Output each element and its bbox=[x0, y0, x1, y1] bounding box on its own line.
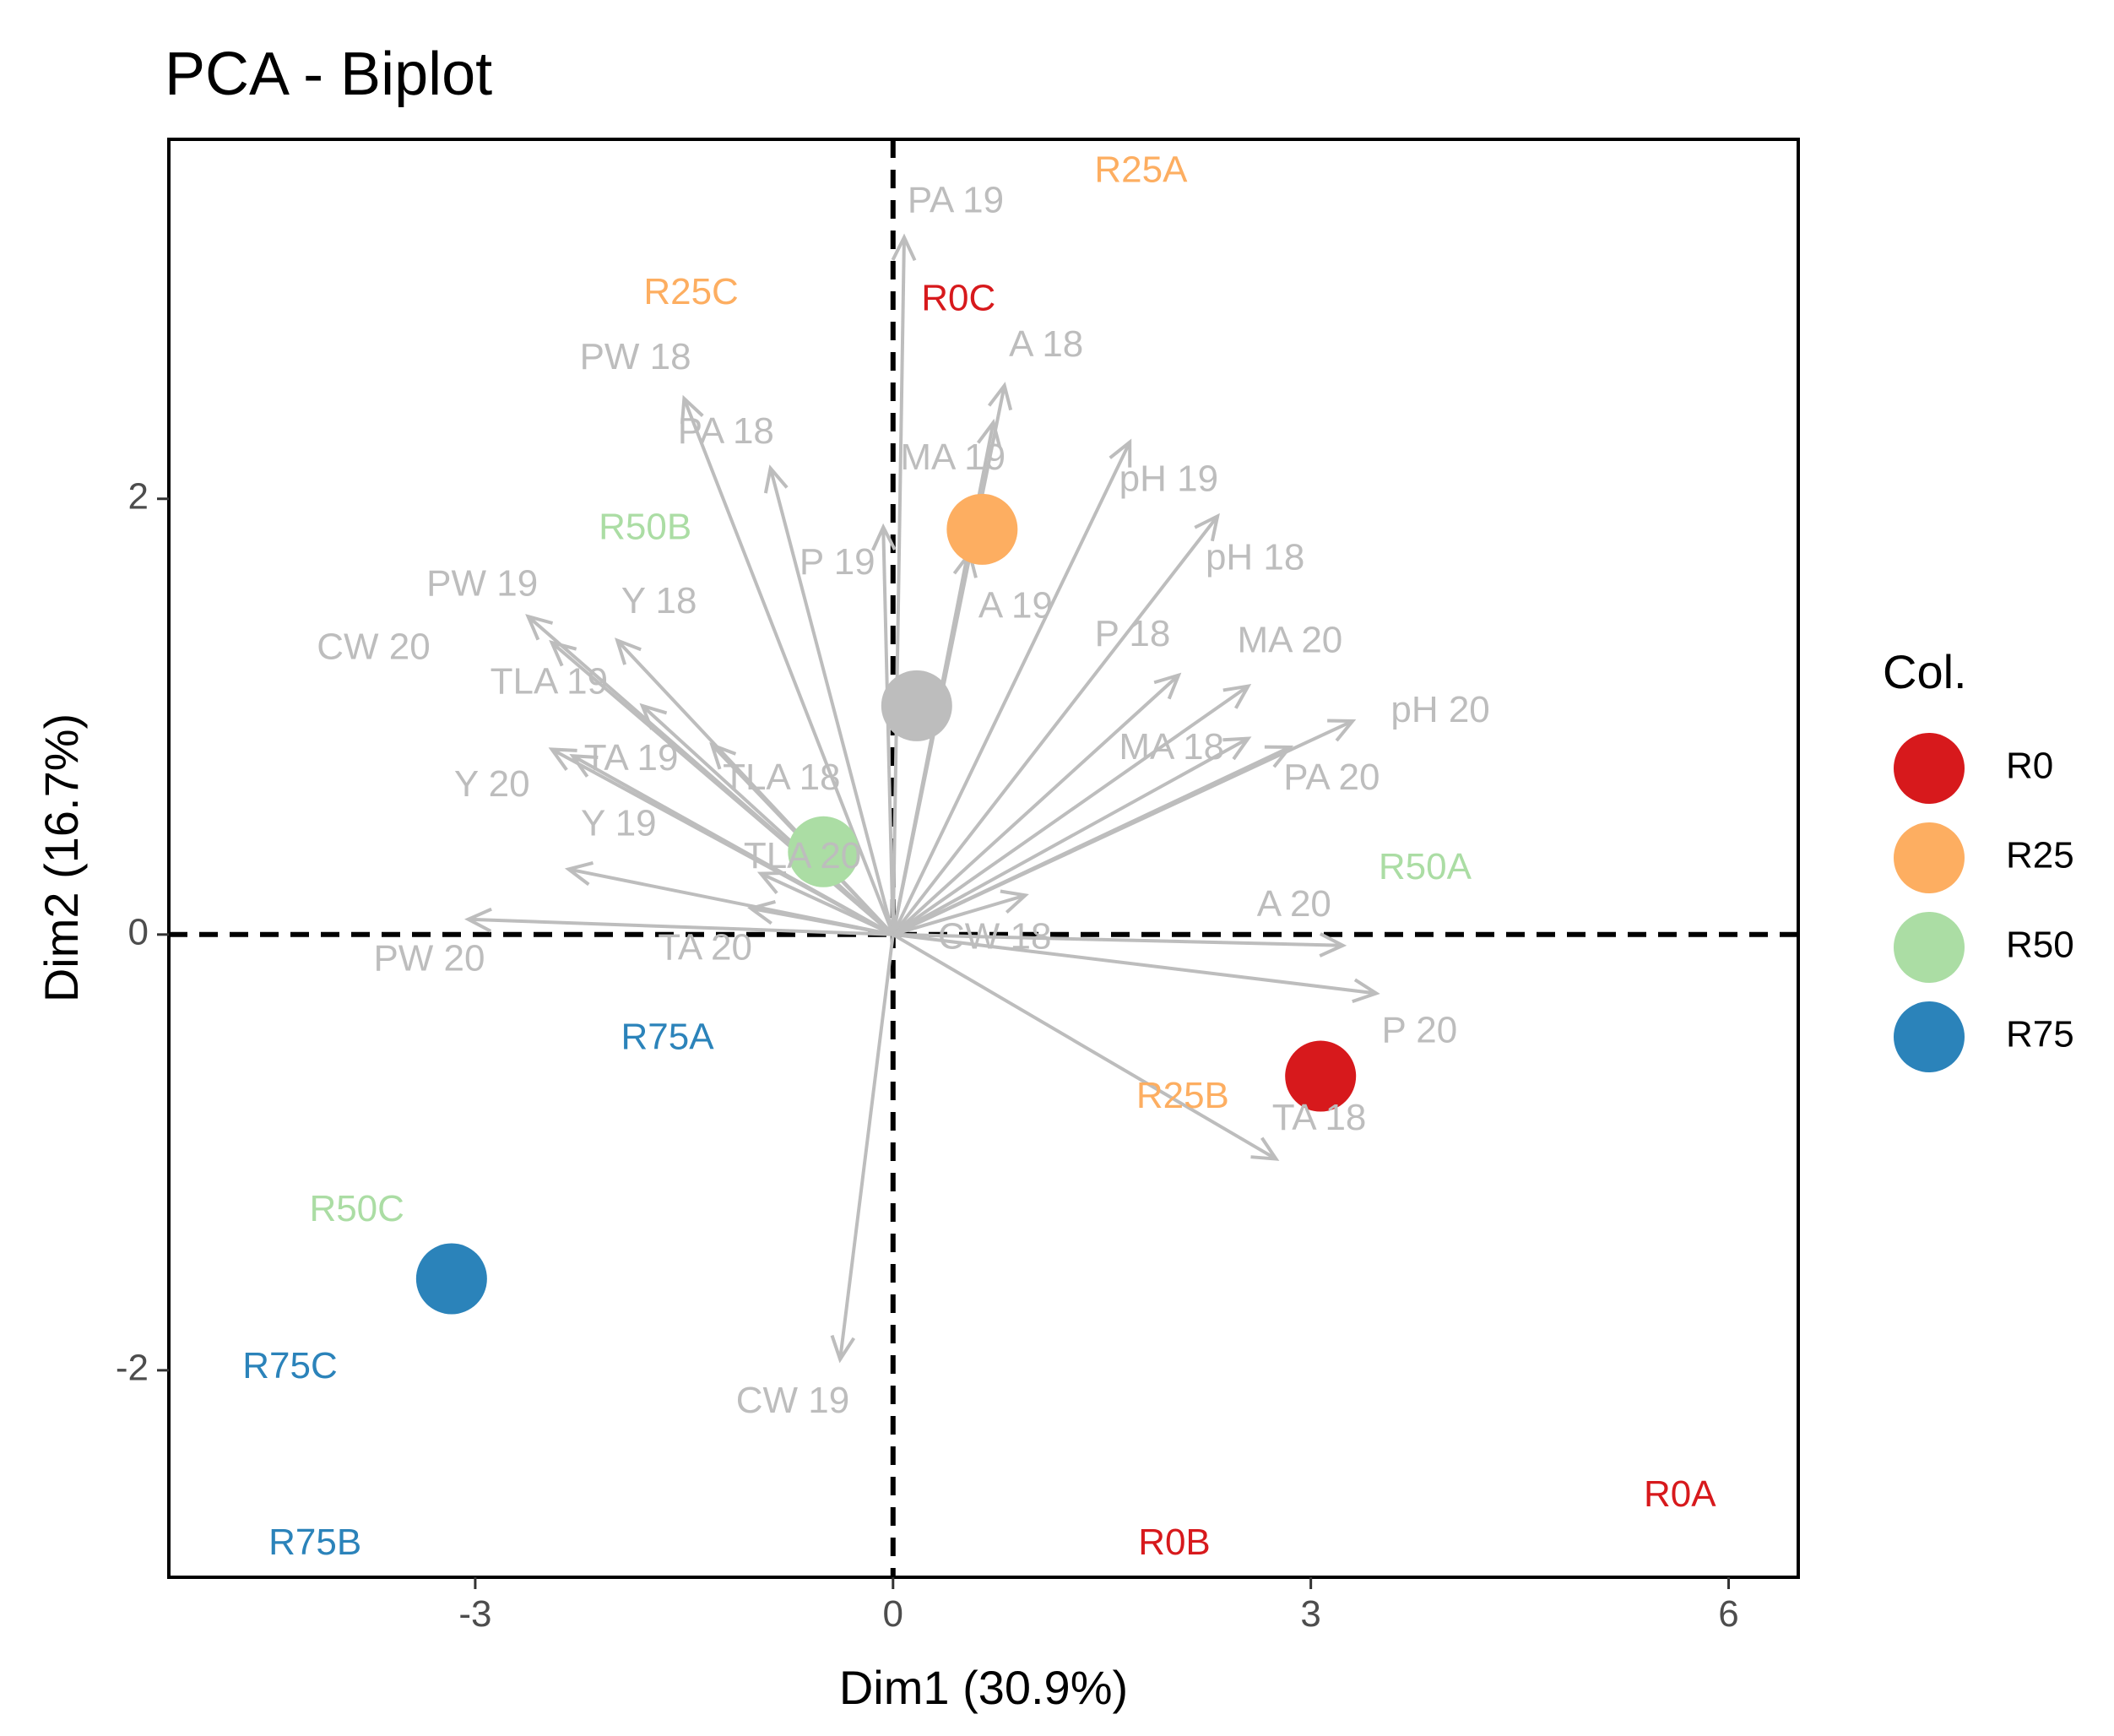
x-tick-label: 3 bbox=[1300, 1593, 1320, 1635]
variable-arrow bbox=[891, 549, 978, 936]
variable-arrow bbox=[763, 464, 895, 936]
variable-label: P 20 bbox=[1381, 1010, 1457, 1051]
variable-label: TA 18 bbox=[1272, 1097, 1367, 1138]
variable-label: TA 19 bbox=[584, 737, 679, 778]
x-tick-label: -3 bbox=[458, 1593, 491, 1635]
variable-label: PA 18 bbox=[678, 410, 774, 452]
variable-arrow bbox=[892, 932, 1347, 958]
variable-arrow bbox=[892, 736, 1252, 936]
centroid-point-origin bbox=[881, 670, 952, 741]
individual-label: R75A bbox=[621, 1016, 715, 1057]
variable-arrow bbox=[549, 640, 895, 936]
variable-label: CW 19 bbox=[736, 1380, 849, 1421]
y-tick-label: 2 bbox=[128, 475, 149, 517]
variable-arrow bbox=[892, 932, 1380, 1004]
variable-arrow bbox=[639, 703, 895, 936]
variable-arrow bbox=[892, 745, 1294, 936]
variable-arrow bbox=[746, 899, 894, 936]
variable-label: TLA 18 bbox=[723, 757, 840, 798]
individual-label: R25A bbox=[1094, 149, 1188, 190]
individual-label: R25C bbox=[643, 271, 739, 312]
variable-label: pH 20 bbox=[1390, 689, 1489, 730]
variable-label: A 20 bbox=[1257, 883, 1331, 925]
variable-arrow bbox=[871, 523, 897, 935]
variable-label: PW 19 bbox=[426, 563, 538, 605]
variable-label: TLA 20 bbox=[744, 835, 861, 876]
legend-swatch bbox=[1894, 912, 1965, 983]
x-axis: -3 0 3 6 bbox=[458, 1577, 1739, 1635]
individual-label: R75B bbox=[268, 1522, 361, 1563]
legend-item-r75: R75 bbox=[1894, 1001, 2074, 1072]
variable-arrow bbox=[891, 438, 1132, 936]
individual-label: R50B bbox=[599, 506, 691, 547]
variable-label: pH 19 bbox=[1119, 458, 1218, 500]
x-axis-title: Dim1 (30.9%) bbox=[839, 1661, 1128, 1714]
variable-label: CW 20 bbox=[317, 626, 430, 667]
variable-label: PW 18 bbox=[580, 336, 691, 377]
individual-label: R50C bbox=[309, 1188, 404, 1229]
variable-label: MA 18 bbox=[1119, 726, 1224, 768]
variable-label: A 19 bbox=[978, 584, 1053, 626]
centroid-point-r75 bbox=[415, 1243, 487, 1315]
variable-arrow bbox=[892, 672, 1182, 936]
individual-label: R0B bbox=[1138, 1522, 1211, 1563]
x-tick-label: 6 bbox=[1718, 1593, 1738, 1635]
variable-arrow bbox=[830, 934, 895, 1364]
variable-label: P 18 bbox=[1095, 613, 1171, 654]
individual-label: R0A bbox=[1644, 1473, 1716, 1515]
variable-label: MA 20 bbox=[1238, 620, 1343, 661]
legend-swatch bbox=[1894, 733, 1965, 804]
variable-label: MA 19 bbox=[900, 437, 1006, 478]
variable-arrow bbox=[569, 753, 894, 936]
variable-label: P 19 bbox=[800, 541, 875, 583]
legend-title: Col. bbox=[1883, 645, 1967, 698]
variable-arrow bbox=[756, 871, 894, 936]
legend-item-r0: R0 bbox=[1894, 733, 2053, 804]
variable-arrow bbox=[892, 889, 1029, 936]
variable-label: Y 18 bbox=[621, 580, 697, 621]
legend-swatch bbox=[1894, 1001, 1965, 1072]
variable-label: Y 19 bbox=[581, 802, 657, 844]
variable-arrow bbox=[892, 684, 1252, 936]
variable-arrow bbox=[464, 907, 893, 936]
variable-label: PA 19 bbox=[908, 179, 1004, 220]
plot-area: PA 19 A 18 MA 19 PW 18 PA 18 pH 19 pH 18 P 19 A … bbox=[169, 139, 1798, 1577]
chart-title: PCA - Biplot bbox=[165, 41, 492, 108]
variable-label: Y 20 bbox=[454, 763, 530, 805]
centroid-point-r0 bbox=[1285, 1040, 1357, 1112]
variable-label: TLA 19 bbox=[491, 661, 608, 703]
legend-label: R0 bbox=[2006, 746, 2053, 787]
individual-label: R0C bbox=[921, 278, 995, 319]
legend: Col. R0 R25 R50 R75 bbox=[1883, 645, 2074, 1072]
individual-label: R25B bbox=[1136, 1075, 1229, 1116]
legend-label: R75 bbox=[2006, 1014, 2074, 1055]
legend-label: R50 bbox=[2006, 925, 2074, 966]
legend-item-r25: R25 bbox=[1894, 822, 2074, 893]
variable-label: pH 18 bbox=[1206, 537, 1304, 578]
x-tick-label: 0 bbox=[883, 1593, 903, 1635]
y-tick-label: -2 bbox=[116, 1347, 149, 1388]
variable-arrow bbox=[891, 233, 917, 935]
y-axis-title: Dim2 (16.7%) bbox=[35, 713, 88, 1002]
centroid-point-r25 bbox=[946, 493, 1018, 565]
variable-label: PA 20 bbox=[1283, 757, 1380, 798]
variable-label: PW 20 bbox=[373, 937, 485, 979]
legend-label: R25 bbox=[2006, 835, 2074, 876]
centroid-point-r50 bbox=[788, 816, 859, 887]
individual-label: R50A bbox=[1379, 846, 1472, 887]
legend-swatch bbox=[1894, 822, 1965, 893]
plot-border bbox=[167, 138, 1800, 1579]
y-tick-label: 0 bbox=[128, 911, 149, 952]
legend-item-r50: R50 bbox=[1894, 912, 2074, 983]
variable-arrow bbox=[892, 513, 1220, 936]
y-axis: -2 0 2 bbox=[116, 475, 169, 1388]
variable-label: TA 20 bbox=[658, 926, 752, 968]
variable-arrow bbox=[892, 933, 1280, 1161]
variable-label: A 18 bbox=[1009, 323, 1083, 365]
individual-label: R75C bbox=[242, 1345, 338, 1386]
variable-label: CW 18 bbox=[938, 916, 1051, 958]
